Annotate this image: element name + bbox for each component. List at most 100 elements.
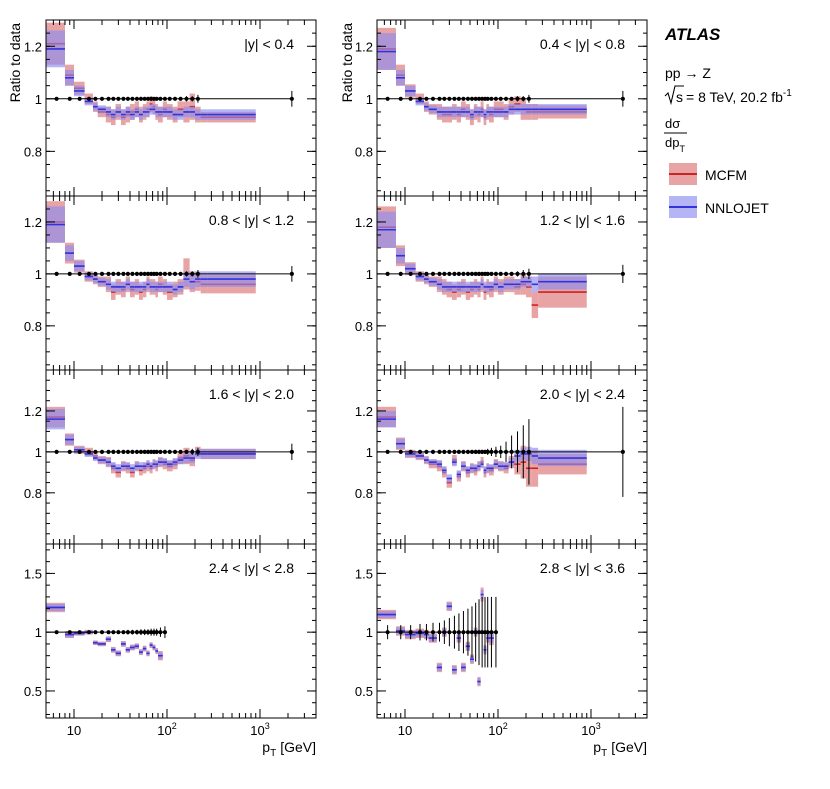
data-point bbox=[149, 271, 154, 277]
data-point bbox=[437, 449, 442, 454]
data-point bbox=[167, 271, 172, 277]
data-point bbox=[480, 449, 485, 454]
data-point bbox=[67, 271, 72, 277]
data-point bbox=[398, 96, 403, 101]
data-point bbox=[178, 96, 183, 101]
energy-label: s = 8 TeV, 20.2 fb-1 bbox=[664, 85, 792, 106]
y-tick-label: 0.8 bbox=[355, 319, 373, 334]
data-point bbox=[121, 271, 126, 277]
data-point bbox=[408, 96, 413, 101]
data-point bbox=[442, 96, 447, 101]
data-point bbox=[521, 96, 526, 101]
data-point bbox=[121, 449, 126, 454]
data-point bbox=[417, 96, 423, 101]
data-point bbox=[456, 271, 462, 277]
process-label: pp → Z bbox=[665, 65, 711, 81]
data-point bbox=[503, 96, 509, 101]
data-point bbox=[130, 449, 135, 454]
data-point bbox=[452, 630, 457, 635]
x-tick-base: 10 bbox=[157, 723, 171, 738]
data-point bbox=[515, 449, 520, 454]
data-point bbox=[469, 96, 475, 101]
data-point bbox=[125, 630, 131, 635]
x-tick-label: 102 bbox=[157, 721, 176, 738]
x-tick-label: 103 bbox=[581, 721, 600, 738]
data-point bbox=[509, 271, 514, 277]
data-point bbox=[398, 449, 403, 454]
data-point bbox=[620, 449, 625, 454]
data-point bbox=[158, 630, 163, 635]
data-point bbox=[485, 271, 490, 277]
data-point bbox=[54, 96, 59, 101]
data-point bbox=[526, 449, 532, 454]
y-tick-label: 1.2 bbox=[355, 39, 373, 54]
data-point bbox=[145, 271, 151, 277]
y-tick-label: 1.2 bbox=[24, 215, 42, 230]
data-point bbox=[465, 449, 471, 454]
data-point bbox=[498, 96, 503, 101]
data-point bbox=[476, 449, 482, 454]
x-tick-exponent: 2 bbox=[172, 721, 177, 731]
svg-text:dσ: dσ bbox=[665, 116, 680, 131]
data-point bbox=[111, 630, 116, 635]
panel-4: 0.8 1 1.2 1.2 < |y| < 1.6 bbox=[355, 195, 648, 371]
data-point bbox=[452, 449, 457, 454]
data-point bbox=[125, 449, 131, 454]
x-tick-exponent: 3 bbox=[265, 721, 270, 731]
data-point bbox=[99, 96, 105, 101]
data-point bbox=[77, 630, 82, 635]
data-point bbox=[154, 96, 159, 101]
y-tick-label: 1.2 bbox=[24, 39, 42, 54]
data-point bbox=[184, 271, 189, 277]
dsigma-dpt-label: dσ dpT bbox=[664, 116, 687, 154]
panel-8: 0.511.5 2.8 < |y| < 3.610 102 103 bbox=[355, 543, 648, 738]
data-point bbox=[521, 449, 526, 454]
x-tick-base: 10 bbox=[250, 723, 264, 738]
data-point bbox=[111, 271, 116, 277]
data-point bbox=[142, 630, 147, 635]
data-point bbox=[138, 449, 144, 454]
x-tick-exponent: 2 bbox=[503, 721, 508, 731]
data-point bbox=[498, 449, 503, 454]
data-point bbox=[385, 630, 390, 635]
data-point bbox=[442, 271, 447, 277]
y-tick-label: 0.8 bbox=[355, 144, 373, 159]
data-point bbox=[408, 630, 413, 635]
data-point bbox=[493, 630, 499, 635]
data-point bbox=[162, 449, 168, 454]
data-point bbox=[86, 96, 92, 101]
panel-label: |y| < 0.4 bbox=[244, 36, 294, 52]
x-tick-exponent: 3 bbox=[596, 721, 601, 731]
data-point bbox=[447, 271, 452, 277]
data-point bbox=[417, 630, 423, 635]
data-point bbox=[485, 449, 490, 454]
data-point bbox=[437, 630, 442, 635]
data-point bbox=[134, 96, 140, 101]
data-point bbox=[456, 449, 462, 454]
y-tick-label: 1 bbox=[35, 625, 42, 640]
data-point bbox=[54, 271, 59, 277]
data-point bbox=[116, 271, 121, 277]
x-tick-label: 10 bbox=[398, 723, 412, 738]
y-tick-label: 0.8 bbox=[24, 144, 42, 159]
data-point bbox=[67, 96, 72, 101]
data-point bbox=[134, 449, 140, 454]
data-point bbox=[134, 630, 140, 635]
data-point bbox=[437, 271, 442, 277]
x-tick-label: 103 bbox=[250, 721, 269, 738]
data-point bbox=[461, 630, 466, 635]
data-point bbox=[447, 96, 452, 101]
data-point bbox=[473, 271, 478, 277]
data-point bbox=[485, 630, 490, 635]
panels: 0.811.2 |y| < 0.40.811.2 0.4 < |y| < 0.80.… bbox=[24, 19, 648, 738]
panel-frame bbox=[376, 543, 648, 719]
data-point bbox=[417, 449, 423, 454]
data-point bbox=[456, 630, 462, 635]
data-point bbox=[398, 271, 403, 277]
data-point bbox=[424, 449, 429, 454]
data-point bbox=[465, 271, 471, 277]
data-point bbox=[138, 271, 144, 277]
data-point bbox=[154, 449, 159, 454]
data-point bbox=[145, 449, 151, 454]
y-axis-label-right: Ratio to data bbox=[339, 23, 355, 103]
